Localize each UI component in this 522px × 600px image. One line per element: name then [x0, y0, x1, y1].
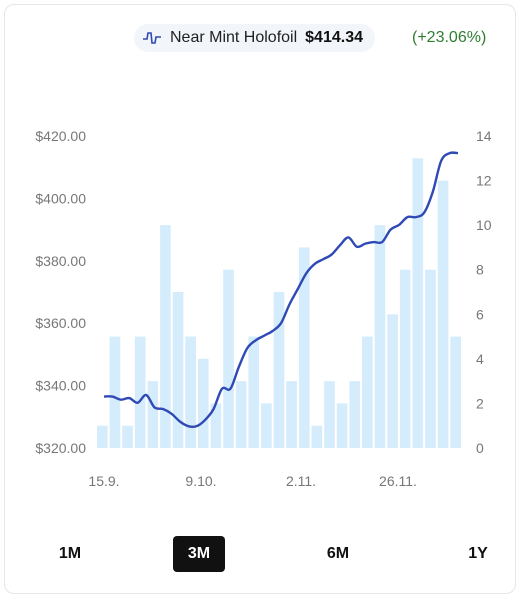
y-left-tick-label: $400.00 [35, 190, 86, 206]
volume-bar [437, 180, 449, 448]
volume-bar [336, 403, 348, 448]
volume-bar [273, 292, 285, 448]
volume-bar [362, 336, 373, 448]
volume-bar [223, 269, 234, 448]
volume-bar [261, 403, 272, 448]
volume-bar [97, 425, 108, 448]
volume-bar [387, 314, 398, 448]
volume-bar [374, 225, 386, 448]
volume-bar [311, 425, 323, 448]
x-tick-label: 9.10. [185, 473, 216, 489]
volume-bar [425, 269, 436, 448]
volume-bar [134, 336, 146, 448]
y-left-tick-label: $320.00 [35, 440, 86, 456]
volume-bar [185, 336, 196, 448]
volume-bar [349, 381, 361, 448]
y-right-tick-label: 6 [476, 306, 484, 322]
y-left-tick-label: $380.00 [35, 253, 86, 269]
volume-bar [160, 225, 171, 448]
volume-bar [450, 336, 461, 448]
volume-bar [248, 336, 260, 448]
y-left-tick-label: $420.00 [35, 128, 86, 144]
volume-bar [399, 269, 411, 448]
y-right-tick-label: 4 [476, 351, 484, 367]
y-right-tick-label: 12 [476, 173, 492, 189]
y-right-tick-label: 2 [476, 395, 484, 411]
legend-label: Near Mint Holofoil [170, 29, 298, 46]
y-right-tick-label: 10 [476, 217, 492, 233]
x-tick-label: 15.9. [88, 473, 119, 489]
range-button-1m[interactable]: 1M [58, 545, 82, 562]
y-left-tick-label: $360.00 [35, 315, 86, 331]
legend-pill: Near Mint Holofoil $414.34 [134, 24, 375, 52]
price-line [103, 151, 459, 429]
y-right-tick-label: 14 [476, 128, 492, 144]
volume-bar [298, 247, 310, 448]
current-price: $414.34 [305, 29, 363, 46]
volume-bar [210, 403, 222, 448]
x-tick-label: 2.11. [286, 473, 316, 489]
x-tick-label: 26.11. [379, 473, 417, 489]
price-change: (+23.06%) [412, 29, 487, 46]
range-button-3m[interactable]: 3M [173, 536, 225, 572]
y-left-tick-label: $340.00 [35, 378, 86, 394]
price-line-icon [143, 32, 161, 44]
range-button-1y[interactable]: 1Y [468, 545, 488, 562]
y-right-tick-label: 8 [476, 262, 484, 278]
volume-bar [197, 358, 209, 448]
volume-bar [286, 381, 297, 448]
volume-bar [147, 381, 159, 448]
volume-bar [324, 381, 335, 448]
volume-bar [412, 158, 424, 449]
volume-bar [172, 292, 184, 448]
volume-bar [109, 336, 121, 448]
range-button-6m[interactable]: 6M [326, 545, 350, 562]
volume-bar [122, 425, 133, 448]
y-right-tick-label: 0 [476, 440, 484, 456]
volume-bar [235, 381, 247, 448]
